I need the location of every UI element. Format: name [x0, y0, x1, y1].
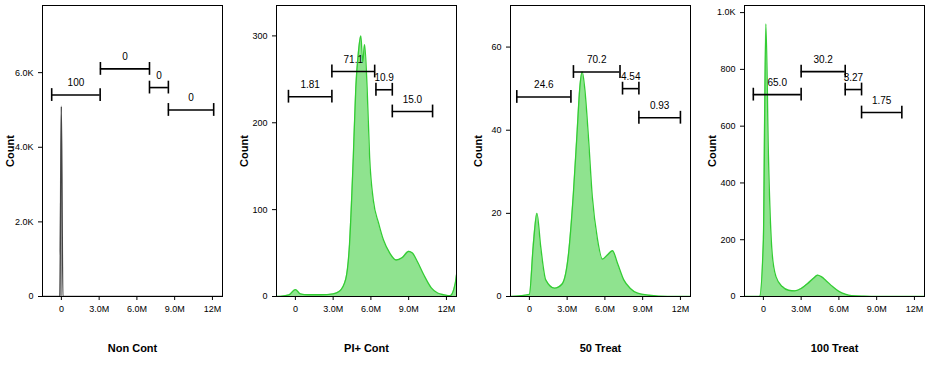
svg-text:1.0K: 1.0K	[717, 7, 736, 17]
svg-text:6.0M: 6.0M	[829, 304, 849, 314]
svg-text:12M: 12M	[906, 304, 924, 314]
svg-text:30.2: 30.2	[813, 54, 833, 65]
svg-text:71.1: 71.1	[344, 54, 364, 65]
svg-text:6.0M: 6.0M	[595, 304, 615, 314]
svg-text:Count: Count	[238, 135, 250, 167]
svg-text:2.0K: 2.0K	[15, 217, 34, 227]
svg-text:300: 300	[252, 31, 267, 41]
svg-text:0: 0	[188, 92, 194, 103]
svg-text:Count: Count	[4, 135, 16, 167]
svg-text:9.0M: 9.0M	[633, 304, 653, 314]
svg-text:50 Treat: 50 Treat	[580, 342, 622, 354]
svg-text:12M: 12M	[204, 304, 222, 314]
svg-text:6.0M: 6.0M	[361, 304, 381, 314]
svg-text:3.0M: 3.0M	[89, 304, 109, 314]
svg-text:6.0K: 6.0K	[15, 68, 34, 78]
svg-text:60: 60	[491, 42, 501, 52]
svg-text:100: 100	[252, 205, 267, 215]
svg-text:0: 0	[293, 304, 298, 314]
svg-text:9.0M: 9.0M	[867, 304, 887, 314]
svg-text:65.0: 65.0	[767, 77, 787, 88]
svg-text:9.0M: 9.0M	[165, 304, 185, 314]
svg-text:0.93: 0.93	[650, 100, 670, 111]
svg-text:3.27: 3.27	[844, 72, 864, 83]
svg-text:12M: 12M	[672, 304, 690, 314]
svg-text:0: 0	[527, 304, 532, 314]
svg-text:4.0K: 4.0K	[15, 142, 34, 152]
svg-text:PI+ Cont: PI+ Cont	[344, 342, 389, 354]
svg-text:100 Treat: 100 Treat	[811, 342, 859, 354]
svg-text:Count: Count	[472, 135, 484, 167]
svg-text:3.0M: 3.0M	[557, 304, 577, 314]
svg-text:3.0M: 3.0M	[323, 304, 343, 314]
svg-text:0: 0	[262, 291, 267, 301]
svg-text:0: 0	[496, 291, 501, 301]
svg-text:0: 0	[730, 291, 735, 301]
svg-text:800: 800	[720, 64, 735, 74]
svg-text:200: 200	[720, 235, 735, 245]
svg-text:4.54: 4.54	[621, 71, 641, 82]
svg-text:6.0M: 6.0M	[127, 304, 147, 314]
svg-text:1.81: 1.81	[300, 79, 320, 90]
svg-text:100: 100	[68, 77, 85, 88]
svg-text:0: 0	[156, 70, 162, 81]
svg-text:12M: 12M	[438, 304, 456, 314]
svg-text:600: 600	[720, 121, 735, 131]
svg-text:0: 0	[761, 304, 766, 314]
svg-text:20: 20	[491, 208, 501, 218]
svg-text:0: 0	[59, 304, 64, 314]
svg-text:9.0M: 9.0M	[399, 304, 419, 314]
svg-text:0: 0	[122, 51, 128, 62]
svg-text:Non Cont: Non Cont	[108, 342, 158, 354]
svg-text:400: 400	[720, 178, 735, 188]
svg-text:Count: Count	[706, 135, 718, 167]
svg-text:0: 0	[28, 291, 33, 301]
svg-text:200: 200	[252, 118, 267, 128]
svg-text:70.2: 70.2	[587, 54, 607, 65]
svg-text:1.75: 1.75	[872, 95, 892, 106]
svg-text:40: 40	[491, 125, 501, 135]
svg-text:10.9: 10.9	[374, 72, 394, 83]
svg-text:3.0M: 3.0M	[791, 304, 811, 314]
svg-text:24.6: 24.6	[534, 79, 554, 90]
svg-text:15.0: 15.0	[403, 94, 423, 105]
